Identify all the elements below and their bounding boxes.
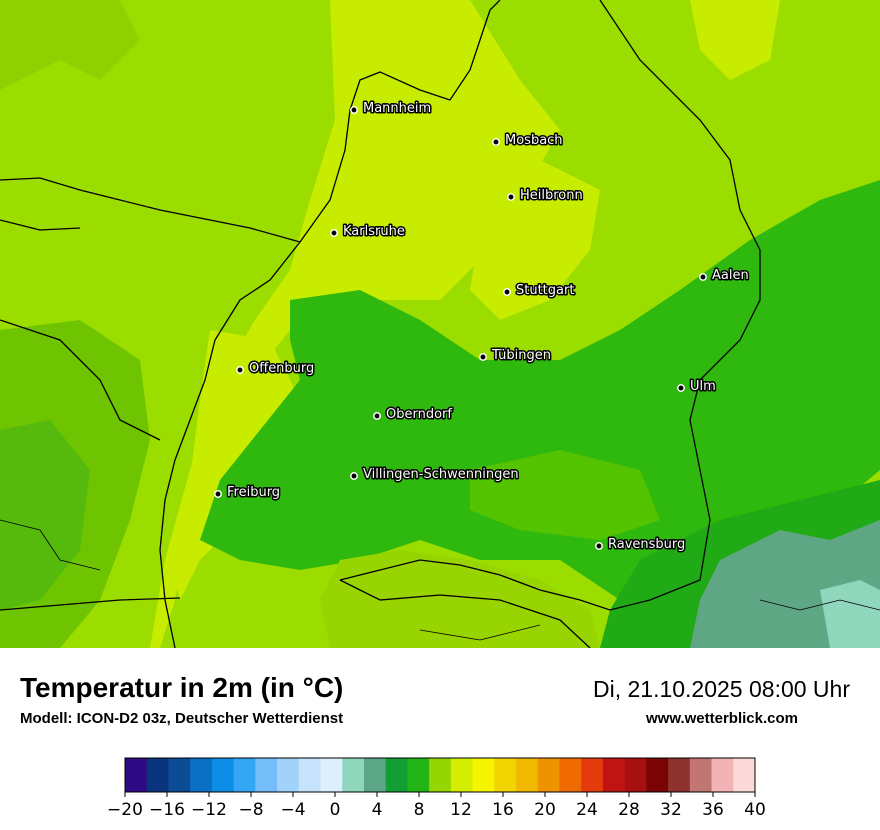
legend-swatch <box>559 758 582 792</box>
city-label-mosbach: Mosbach <box>505 133 563 148</box>
legend-swatch <box>624 758 647 792</box>
legend-tick-label: 36 <box>702 800 724 820</box>
city-label-oberndorf: Oberndorf <box>386 407 452 422</box>
legend-swatch <box>711 758 734 792</box>
legend-swatch <box>298 758 322 792</box>
pfalz-cool-zone <box>0 0 140 90</box>
legend-tick-label: −16 <box>149 800 185 820</box>
swabian-jura-inner-warm <box>470 450 660 540</box>
legend-swatch <box>125 758 148 792</box>
legend-swatch <box>537 758 560 792</box>
legend-swatch <box>146 758 169 792</box>
legend-tick-label: 28 <box>618 800 640 820</box>
legend-swatch <box>233 758 256 792</box>
northeast-warm-zone <box>690 0 780 80</box>
swabian-jura-cool-zone <box>200 180 880 620</box>
legend-tick-label: −4 <box>280 800 305 820</box>
district-borders <box>0 519 880 641</box>
temperature-map[interactable]: Mannheim Mosbach Heilbronn Karlsruhe Aalen St… <box>0 0 880 648</box>
city-markers: Mannheim Mosbach Heilbronn Karlsruhe Aalen St… <box>214 100 750 554</box>
legend-tick-label: −20 <box>107 800 143 820</box>
legend-swatch <box>472 758 495 792</box>
legend-tick-label: −12 <box>191 800 227 820</box>
legend-swatch <box>385 758 408 792</box>
city-label-villingen-schwenningen: Villingen-Schwenningen <box>363 467 519 482</box>
legend-swatch <box>320 758 343 792</box>
city-label-karlsruhe: Karlsruhe <box>343 224 405 239</box>
city-dot-tübingen <box>479 353 487 361</box>
city-label-tübingen: Tübingen <box>491 348 551 363</box>
legend-frame <box>124 757 756 793</box>
legend-swatch <box>211 758 235 792</box>
legend-swatch <box>429 758 452 792</box>
legend-swatch <box>494 758 517 792</box>
legend-tick-label: 8 <box>414 800 425 820</box>
state-borders <box>0 0 761 648</box>
city-dot-ulm <box>677 384 685 392</box>
legend-tick-label: 12 <box>450 800 472 820</box>
legend-tick-label: −8 <box>238 800 263 820</box>
city-label-ravensburg: Ravensburg <box>608 537 685 552</box>
legend-tick-label: 20 <box>534 800 556 820</box>
legend-swatch <box>190 758 213 792</box>
legend-swatch <box>581 758 604 792</box>
city-dot-heilbronn <box>507 193 515 201</box>
legend-swatch <box>277 758 300 792</box>
legend-tick-label: 16 <box>492 800 514 820</box>
vosges-cool-zone <box>0 420 90 610</box>
legend-swatch <box>407 758 430 792</box>
color-legend: −20 −16 −12 −8 −4 0 4 8 12 16 20 24 28 32 36 40 <box>107 757 766 820</box>
legend-swatch <box>168 758 191 792</box>
city-dot-villingen-schwenningen <box>350 472 358 480</box>
legend-tick-label: 24 <box>576 800 598 820</box>
city-label-heilbronn: Heilbronn <box>520 188 583 203</box>
city-dot-oberndorf <box>373 412 381 420</box>
footer: Temperatur in 2m (in °C) Modell: ICON-D2… <box>0 648 880 830</box>
city-label-freiburg: Freiburg <box>227 485 280 500</box>
forecast-datetime: Di, 21.10.2025 08:00 Uhr <box>592 676 850 702</box>
city-dot-freiburg <box>214 490 222 498</box>
website-link[interactable]: www.wetterblick.com <box>646 710 798 727</box>
city-dot-stuttgart <box>503 288 511 296</box>
legend-tick-label: 40 <box>744 800 766 820</box>
legend-swatch <box>602 758 626 792</box>
rhine-valley-warm-zone <box>150 0 560 648</box>
city-dot-aalen <box>699 273 707 281</box>
model-source: Modell: ICON-D2 03z, Deutscher Wetterdie… <box>20 710 344 727</box>
legend-swatch <box>255 758 278 792</box>
legend-tick-label: 32 <box>660 800 682 820</box>
legend-swatch <box>342 758 365 792</box>
city-dot-mosbach <box>492 138 500 146</box>
city-label-mannheim: Mannheim <box>363 101 431 116</box>
lake-constance-zone <box>320 550 600 648</box>
city-label-aalen: Aalen <box>712 268 749 283</box>
map-title: Temperatur in 2m (in °C) <box>20 672 344 703</box>
legend-swatch <box>646 758 669 792</box>
legend-swatch <box>689 758 713 792</box>
legend-swatch <box>668 758 691 792</box>
heilbronn-warm-zone <box>470 160 600 320</box>
legend-swatch <box>733 758 756 792</box>
city-label-stuttgart: Stuttgart <box>516 283 574 298</box>
city-label-offenburg: Offenburg <box>249 361 314 376</box>
alps-colder-zone <box>820 580 880 648</box>
legend-swatch <box>516 758 539 792</box>
legend-swatch <box>363 758 387 792</box>
city-dot-offenburg <box>236 366 244 374</box>
city-dot-karlsruhe <box>330 229 338 237</box>
city-dot-mannheim <box>350 106 358 114</box>
city-dot-ravensburg <box>595 542 603 550</box>
legend-swatch <box>450 758 474 792</box>
legend-tick-label: 0 <box>330 800 341 820</box>
legend-tick-label: 4 <box>372 800 383 820</box>
city-label-ulm: Ulm <box>690 379 716 394</box>
